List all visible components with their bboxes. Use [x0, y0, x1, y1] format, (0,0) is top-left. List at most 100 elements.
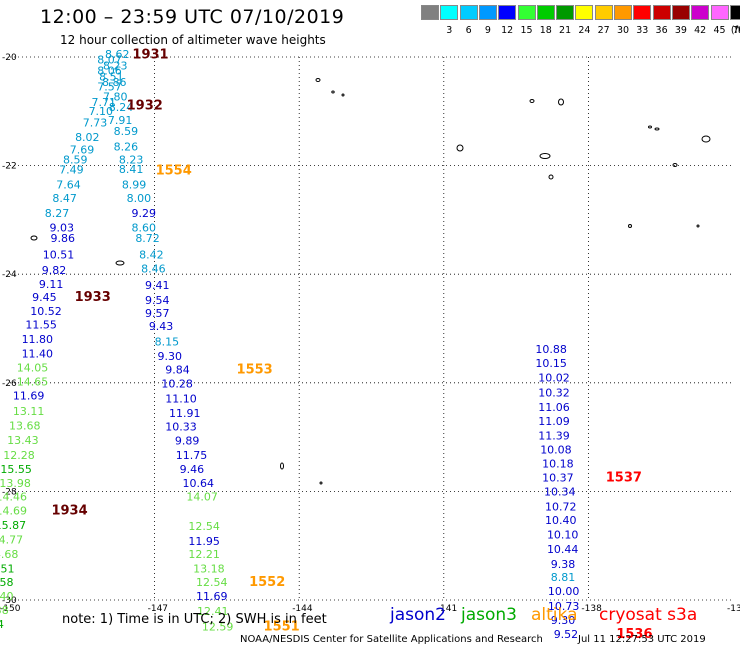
wave-height-label: 10.33: [165, 421, 197, 434]
legend-label: 42: [694, 25, 707, 36]
island-outline: [696, 224, 700, 228]
legend-label: 45: [713, 25, 726, 36]
lat-tick-label: -22: [2, 162, 17, 172]
lat-tick-label: -20: [2, 53, 17, 63]
time-marker: 1536: [616, 627, 652, 642]
wave-height-label: 11.69: [13, 390, 44, 403]
island-outline: [548, 174, 554, 180]
lat-tick-label: -26: [2, 379, 17, 389]
wave-height-label: 7.64: [56, 178, 81, 191]
wave-height-label: 14.38: [0, 604, 9, 617]
wave-height-label: 11.91: [169, 407, 201, 420]
lat-tick-label: -28: [2, 487, 17, 497]
wave-height-label: 9.89: [175, 435, 200, 448]
wave-height-label: 10.28: [161, 378, 193, 391]
wave-height-label: 12.41: [197, 605, 229, 618]
wave-height-label: 9.45: [32, 291, 57, 304]
wave-height-label: 10.44: [547, 543, 579, 556]
island-outline: [331, 90, 335, 94]
wave-height-label: 8.41: [119, 163, 144, 176]
wave-height-label: 10.51: [43, 248, 75, 261]
legend-swatch: [671, 5, 690, 20]
wave-height-label: 8.23: [119, 153, 144, 166]
wave-height-label: 15.87: [0, 519, 26, 532]
wave-height-label: 13.68: [9, 419, 41, 432]
wave-height-label: 9.52: [554, 628, 579, 641]
wave-height-label: 9.86: [50, 232, 75, 245]
lon-tick-label: -13: [727, 604, 740, 614]
wave-height-label: 8.27: [45, 207, 69, 220]
wave-height-label: 14.77: [0, 534, 23, 547]
wave-height-label: 8.72: [135, 232, 160, 245]
legend-label: 9: [484, 25, 491, 36]
wave-height-label: 8.47: [52, 192, 77, 205]
wave-height-legend: 36912151821242730333639424570(ft): [421, 5, 740, 41]
wave-height-label: 16.58: [0, 576, 14, 589]
wave-height-label: 9.54: [145, 294, 170, 307]
wave-height-label: 14.69: [0, 505, 27, 518]
legend-swatch: [614, 5, 632, 20]
wave-height-label: 10.34: [544, 486, 576, 499]
wave-height-label: 12.28: [3, 449, 34, 462]
time-marker: 1553: [237, 363, 273, 378]
legend-swatch: [440, 5, 459, 20]
legend-label: 18: [539, 25, 552, 36]
island-outline: [30, 235, 38, 241]
legend-label: 36: [655, 25, 668, 36]
legend-label: 27: [597, 25, 610, 36]
generated-timestamp: Jul 11 12:27:53 UTC 2019: [578, 634, 706, 645]
lon-tick-label: -147: [148, 604, 168, 614]
wave-height-label: 11.95: [188, 535, 220, 548]
legend-swatch: [478, 5, 497, 20]
wave-height-label: 9.38: [551, 558, 576, 571]
wave-height-label: 14.46: [0, 491, 27, 504]
island-outline: [456, 144, 464, 152]
legend-swatch: [710, 5, 729, 20]
wave-height-label: 12.40: [0, 590, 14, 603]
axis-labels: -20 -22 -24 -26 -28 -30-150 -147 -144 -141 -138 -1…: [0, 53, 740, 614]
wave-height-label: 13.43: [7, 434, 39, 447]
footer-note: note: 1) Time is in UTC; 2) SWH is in fe…: [62, 612, 327, 627]
island-outline: [539, 153, 551, 159]
island-outline: [319, 481, 323, 485]
wave-height-label: 11.06: [538, 401, 570, 414]
wave-height-label: 8.81: [551, 571, 576, 584]
legend-swatch: [691, 5, 710, 20]
wave-height-label: 9.57: [145, 307, 170, 320]
wave-height-label: 8.00: [127, 192, 152, 205]
wave-height-label: 12.59: [202, 620, 234, 633]
wave-height-label: 11.80: [22, 333, 54, 346]
lon-tick-label: -141: [437, 604, 457, 614]
wave-height-label: 13.11: [13, 405, 44, 418]
time-marker: 1554: [156, 163, 192, 178]
time-marker: 1551: [264, 619, 300, 634]
legend-label: 6: [465, 25, 472, 36]
wave-height-label: 8.06: [97, 64, 122, 77]
wave-height-label: 8.99: [122, 178, 147, 191]
wave-height-label: 7.69: [70, 144, 95, 157]
page-subtitle: 12 hour collection of altimeter wave hei…: [60, 33, 326, 47]
page-title: 12:00 – 23:59 UTC 07/10/2019: [40, 6, 345, 28]
wave-height-label: 13.18: [193, 562, 225, 575]
legend-label: 39: [674, 25, 687, 36]
wave-height-label: 8.23: [103, 59, 128, 72]
legend-swatch: [729, 5, 740, 20]
wave-height-label: 7.10: [89, 105, 114, 118]
wave-height-label: 10.52: [30, 305, 62, 318]
island-outline: [280, 462, 284, 470]
island-outline: [648, 125, 652, 129]
wave-height-label: 9.11: [39, 278, 64, 291]
wave-height-label: 10.00: [548, 585, 580, 598]
wave-height-label: 16.54: [0, 618, 4, 631]
wave-height-label: 9.46: [180, 463, 205, 476]
island-outline: [558, 98, 564, 106]
wave-height-label: 8.15: [155, 335, 180, 348]
wave-height-label: 9.30: [157, 350, 182, 363]
map-grid: [10, 56, 733, 601]
island-outline: [654, 127, 660, 131]
island-outline: [628, 224, 632, 228]
wave-height-label: 7.73: [83, 117, 108, 130]
wave-height-label: 7.57: [97, 81, 122, 94]
wave-height-label: 10.02: [538, 372, 570, 385]
wave-height-label: 8.07: [97, 54, 122, 67]
